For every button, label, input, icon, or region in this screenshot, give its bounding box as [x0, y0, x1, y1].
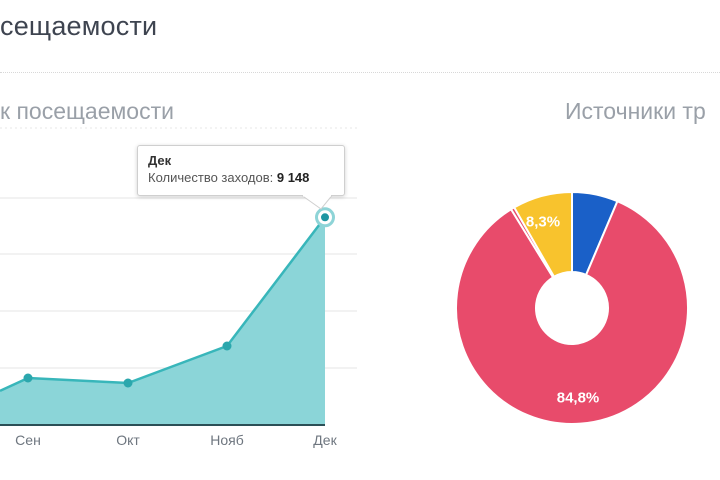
- chart-tooltip: Дек Количество заходов: 9 148: [137, 145, 345, 196]
- x-axis-label-3: Нояб: [210, 432, 244, 448]
- x-axis-label-4: Дек: [313, 432, 337, 448]
- traffic-sources-title: Источники тр: [565, 98, 706, 124]
- tooltip-pointer-icon: [300, 195, 334, 210]
- active-point-marker[interactable]: [321, 213, 329, 222]
- pink-slice[interactable]: [455, 200, 689, 425]
- tooltip-text: Количество заходов: 9 148: [148, 169, 334, 187]
- traffic-sources-chart[interactable]: 8,3% 84,8%: [446, 182, 698, 434]
- yellow-slice[interactable]: [513, 191, 573, 278]
- x-axis-label-1: Сен: [15, 432, 41, 448]
- visits-chart-title: к посещаемости: [0, 98, 174, 124]
- visits-trend-chart[interactable]: Сен Окт Нояб Дек: [0, 125, 360, 465]
- visits-trend-svg[interactable]: [0, 125, 360, 465]
- tooltip-value: 9 148: [276, 170, 310, 185]
- section-divider: [0, 72, 720, 73]
- tooltip-label: Количество заходов:: [148, 170, 277, 185]
- x-axis-label-2: Окт: [116, 432, 140, 448]
- tooltip-month: Дек: [148, 153, 172, 168]
- traffic-sources-donut-svg[interactable]: [446, 182, 698, 434]
- page-title: сещаемости: [0, 11, 158, 41]
